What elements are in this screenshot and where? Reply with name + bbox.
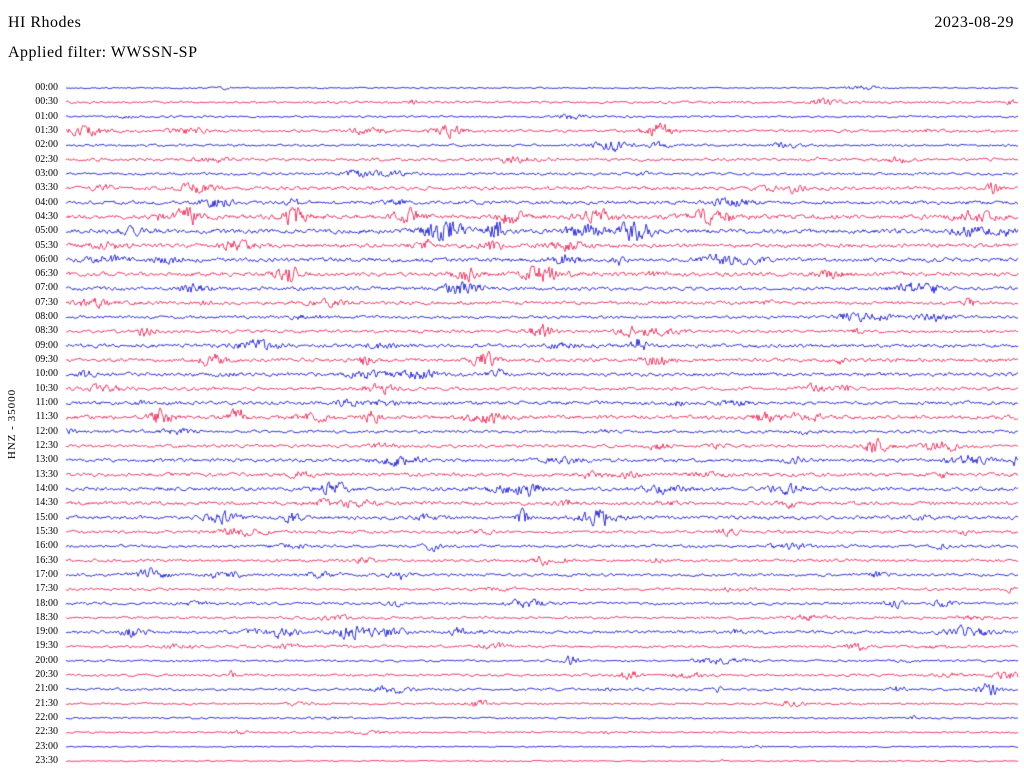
helicorder-traces-canvas[interactable]	[0, 0, 1024, 780]
helicorder-page: HI Rhodes 2023-08-29 Applied filter: WWS…	[0, 0, 1024, 780]
